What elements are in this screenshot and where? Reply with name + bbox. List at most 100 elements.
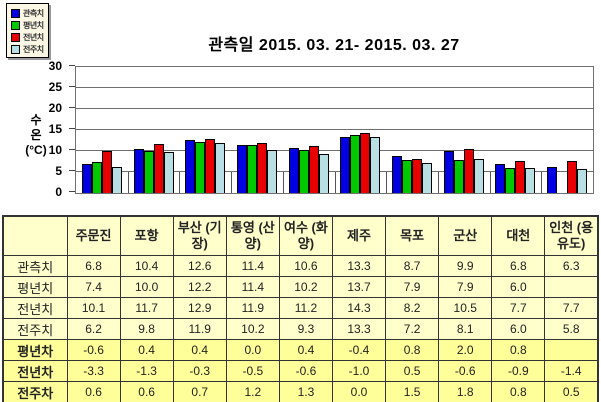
station-header: 통영 (산양) <box>225 215 280 256</box>
bar-전주치 <box>163 151 174 193</box>
table-corner-cell <box>2 215 68 256</box>
bar-관측치 <box>185 140 196 193</box>
bar-전년치 <box>463 148 474 193</box>
bar-전년치 <box>101 150 112 193</box>
bar-평년치 <box>143 151 154 193</box>
data-table: 주문진 포항 부산 (기장) 통영 (산양) 여수 (화양) 제주 목포 군산 대천 인천 (용유… <box>2 215 599 402</box>
value-cell: 0.8 <box>491 381 546 402</box>
value-cell: 10.5 <box>438 297 493 319</box>
value-cell: 0.5 <box>385 360 440 382</box>
station-header: 주문진 <box>66 215 121 256</box>
station-header: 대천 <box>491 215 546 256</box>
y-axis-title-char: 온 <box>30 128 42 142</box>
bar-전년치 <box>308 145 319 193</box>
value-cell: 11.4 <box>225 255 280 277</box>
station-header: 포항 <box>119 215 174 256</box>
value-cell: 0.8 <box>385 339 440 361</box>
value-cell: 10.4 <box>119 255 174 277</box>
bar-전주치 <box>525 167 536 193</box>
y-tick-label: 30 <box>48 59 62 73</box>
chart-legend: 관측치 평년치 전년치 전주치 <box>6 3 49 58</box>
legend-item: 전년치 <box>11 31 44 43</box>
y-tick-mark <box>69 149 75 150</box>
row-label: 전주치 <box>2 318 68 340</box>
bar-group-8 <box>438 67 490 193</box>
bar-group-2 <box>128 67 180 193</box>
station-header: 제주 <box>331 215 387 256</box>
value-cell: 11.9 <box>172 318 227 340</box>
category-tick <box>282 172 284 193</box>
y-tick-label: 0 <box>55 185 62 199</box>
value-cell: 12.2 <box>172 276 227 298</box>
value-cell: 0.8 <box>491 339 546 361</box>
row-label: 관측치 <box>2 255 68 277</box>
bar-전주치 <box>473 158 484 193</box>
y-tick-mark <box>69 170 75 171</box>
bar-전주치 <box>111 166 122 193</box>
value-cell: -0.9 <box>491 360 546 382</box>
value-cell: 0.0 <box>331 381 387 402</box>
table-head: 주문진 포항 부산 (기장) 통영 (산양) 여수 (화양) 제주 목포 군산 대천 인천 (용유… <box>2 215 599 256</box>
value-cell: 7.9 <box>438 276 493 298</box>
category-tick <box>127 172 129 193</box>
category-tick <box>437 172 439 193</box>
value-cell: 0.4 <box>172 339 227 361</box>
value-cell: 0.5 <box>544 381 599 402</box>
value-cell: 13.3 <box>331 255 387 277</box>
value-cell: 14.3 <box>331 297 387 319</box>
value-cell: 0.0 <box>225 339 280 361</box>
legend-label: 전주치 <box>23 44 44 54</box>
bar-관측치 <box>547 166 558 193</box>
y-tick-label: 25 <box>48 80 62 94</box>
y-tick-mark <box>69 128 75 129</box>
value-cell: -0.6 <box>66 339 121 361</box>
bar-평년치 <box>350 135 361 193</box>
value-cell: 9.8 <box>119 318 174 340</box>
row-label: 전주차 <box>2 381 68 402</box>
bar-평년치 <box>298 150 309 193</box>
value-cell: 12.6 <box>172 255 227 277</box>
bar-평년치 <box>91 161 102 193</box>
bar-전년치 <box>205 138 216 193</box>
category-tick <box>489 172 491 193</box>
value-cell: 11.2 <box>278 297 333 319</box>
value-cell: 12.9 <box>172 297 227 319</box>
bar-관측치 <box>133 149 144 193</box>
row-label: 전년치 <box>2 297 68 319</box>
bar-group-3 <box>179 67 231 193</box>
legend-color-swatch <box>11 32 20 42</box>
bar-group-9 <box>490 67 542 193</box>
value-cell: 10.0 <box>119 276 174 298</box>
station-header: 군산 <box>438 215 493 256</box>
value-cell: 8.2 <box>385 297 440 319</box>
y-axis: 0 5 10 15 20 25 30 <box>36 59 75 199</box>
value-cell: 10.2 <box>278 276 333 298</box>
value-cell: -1.3 <box>119 360 174 382</box>
bar-평년치 <box>246 145 257 193</box>
y-tick-mark <box>69 191 75 192</box>
legend-color-swatch <box>11 8 20 18</box>
gridline <box>76 108 593 109</box>
category-tick <box>231 172 233 193</box>
value-cell: 10.1 <box>66 297 121 319</box>
bar-평년치 <box>402 159 413 193</box>
legend-label: 평년치 <box>23 20 44 30</box>
station-header: 인천 (용유도) <box>544 215 599 256</box>
row-label: 평년치 <box>2 276 68 298</box>
value-cell: -3.3 <box>66 360 121 382</box>
row-label: 평년차 <box>2 339 68 361</box>
value-cell: -0.6 <box>278 360 333 382</box>
value-cell: 1.8 <box>438 381 493 402</box>
table-header-row: 주문진 포항 부산 (기장) 통영 (산양) 여수 (화양) 제주 목포 군산 대천 인천 (용유… <box>2 215 599 256</box>
bar-관측치 <box>392 156 403 193</box>
y-tick-mark <box>69 65 75 66</box>
table-row: 평년치 7.4 10.0 12.2 11.4 10.2 13.7 7.9 7.9 6.0 <box>2 276 599 298</box>
value-cell: 7.4 <box>66 276 121 298</box>
gridline <box>76 171 593 172</box>
y-axis-unit: (°C) <box>25 143 47 157</box>
category-tick <box>334 172 336 193</box>
bar-전주치 <box>215 143 226 193</box>
bar-관측치 <box>236 145 247 193</box>
value-cell: 0.6 <box>119 381 174 402</box>
